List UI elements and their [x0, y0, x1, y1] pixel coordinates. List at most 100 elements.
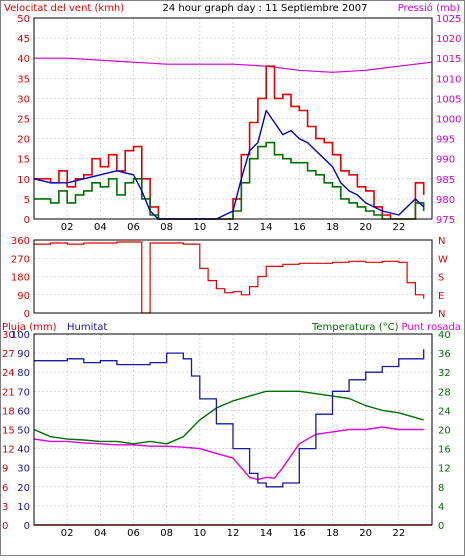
humidity-y-tick-label: 0 — [24, 521, 30, 532]
rain-y-tick-label: 3 — [2, 502, 8, 513]
humidity-y-tick-label: 10 — [17, 502, 30, 513]
rain-y-tick-label: 18 — [2, 406, 15, 417]
climate-x-tick-label: 20 — [359, 528, 372, 539]
humidity-y-tick-label: 30 — [17, 464, 30, 475]
humidity-y-tick-label: 80 — [17, 368, 30, 379]
pressure-y-tick-label: 1025 — [436, 14, 461, 25]
direction-compass-label: E — [438, 291, 444, 302]
pressure-y-tick-label: 1015 — [436, 54, 461, 65]
climate-x-tick-label: 16 — [293, 528, 306, 539]
rain-y-tick-label: 27 — [2, 349, 15, 360]
wind-speed-line — [34, 141, 425, 220]
rain-y-tick-label: 6 — [2, 483, 8, 494]
wind-y-tick-label: 50 — [17, 14, 30, 25]
direction-degree-label: 180 — [11, 273, 30, 284]
direction-compass-label: S — [438, 273, 444, 284]
direction-degree-label: 0 — [24, 309, 30, 320]
climate-x-tick-label: 02 — [61, 528, 74, 539]
climate-x-tick-label: 10 — [193, 528, 206, 539]
direction-compass-label: N — [438, 309, 445, 320]
wind-x-tick-label: 18 — [326, 222, 339, 233]
temperature-line — [33, 390, 424, 445]
humidity-y-tick-label: 60 — [17, 406, 30, 417]
climate-x-tick-label: 12 — [227, 528, 240, 539]
direction-degree-label: 90 — [17, 291, 30, 302]
climate-x-tick-label: 18 — [326, 528, 339, 539]
wind-y-tick-label: 10 — [17, 175, 30, 186]
wind-gust-line — [34, 65, 425, 220]
pressure-y-tick-label: 1020 — [436, 34, 461, 45]
rain-y-tick-label: 9 — [2, 464, 8, 475]
wind-x-tick-label: 20 — [359, 222, 372, 233]
wind-direction-line — [34, 241, 425, 314]
rain-label: Pluja (mm) — [2, 322, 57, 333]
wind-y-tick-label: 0 — [24, 215, 30, 226]
temperature-y-tick-label: 16 — [438, 445, 451, 456]
humidity-y-tick-label: 40 — [17, 445, 30, 456]
wind-y-tick-label: 40 — [17, 54, 30, 65]
rain-y-tick-label: 30 — [2, 330, 15, 341]
direction-compass-label: N — [438, 236, 445, 247]
direction-degree-label: 360 — [11, 236, 30, 247]
temperature-y-tick-label: 4 — [438, 502, 444, 513]
wind-x-tick-label: 08 — [160, 222, 173, 233]
climate-x-tick-label: 04 — [94, 528, 107, 539]
rain-y-tick-label: 0 — [2, 521, 8, 532]
temperature-y-tick-label: 12 — [438, 464, 451, 475]
wind-x-tick-label: 06 — [127, 222, 140, 233]
pressure-y-tick-label: 990 — [436, 155, 455, 166]
pressure-y-tick-label: 1010 — [436, 74, 461, 85]
humidity-line — [34, 349, 425, 488]
wind-x-tick-label: 04 — [94, 222, 107, 233]
chart-title: 24 hour graph day : 11 Septiembre 2007 — [163, 3, 368, 14]
direction-degree-label: 270 — [11, 254, 30, 265]
temperature-y-tick-label: 24 — [438, 406, 451, 417]
temperature-y-tick-label: 20 — [438, 426, 451, 437]
pressure-y-tick-label: 985 — [436, 175, 455, 186]
pressure-label: Pressió (mb) — [398, 2, 460, 14]
temperature-y-tick-label: 32 — [438, 368, 451, 379]
wind-x-tick-label: 12 — [227, 222, 240, 233]
temperature-label: Temperatura (°C) — [311, 322, 399, 333]
humidity-y-tick-label: 70 — [17, 387, 30, 398]
direction-plot-frame — [33, 239, 433, 314]
pressure-y-tick-label: 1000 — [436, 115, 461, 126]
climate-x-tick-label: 14 — [260, 528, 273, 539]
wind-y-tick-label: 30 — [17, 94, 30, 105]
wind-plot-frame — [33, 17, 433, 220]
humidity-y-tick-label: 50 — [17, 426, 30, 437]
wind-y-tick-label: 20 — [17, 135, 30, 146]
wind-speed-label: Velocitat del vent (kmh) — [4, 3, 124, 14]
pressure-line — [34, 57, 433, 73]
wind-x-tick-label: 16 — [293, 222, 306, 233]
wind-y-tick-label: 25 — [17, 115, 30, 126]
dewpoint-label: Punt rosada — [402, 322, 461, 333]
wind-y-tick-label: 45 — [17, 34, 30, 45]
rain-y-tick-label: 24 — [2, 368, 15, 379]
pressure-y-tick-label: 975 — [436, 215, 455, 226]
temperature-y-tick-label: 28 — [438, 387, 451, 398]
rain-y-tick-label: 21 — [2, 387, 15, 398]
temperature-y-tick-label: 0 — [438, 521, 444, 532]
climate-x-tick-label: 06 — [127, 528, 140, 539]
wind-y-tick-label: 35 — [17, 74, 30, 85]
pressure-y-tick-label: 995 — [436, 135, 455, 146]
dewpoint-line — [33, 426, 424, 481]
rain-y-tick-label: 15 — [2, 426, 15, 437]
pressure-y-tick-label: 980 — [436, 195, 455, 206]
wind-x-tick-label: 22 — [392, 222, 405, 233]
climate-x-tick-label: 08 — [160, 528, 173, 539]
wind-x-tick-label: 14 — [260, 222, 273, 233]
temperature-y-tick-label: 36 — [438, 349, 451, 360]
direction-compass-label: W — [438, 254, 448, 265]
humidity-y-tick-label: 100 — [11, 330, 30, 341]
rain-y-tick-label: 12 — [2, 445, 15, 456]
humidity-label: Humitat — [67, 322, 107, 333]
humidity-y-tick-label: 20 — [17, 483, 30, 494]
wind-y-tick-label: 15 — [17, 155, 30, 166]
wind-x-tick-label: 10 — [193, 222, 206, 233]
temperature-y-tick-label: 40 — [438, 330, 451, 341]
